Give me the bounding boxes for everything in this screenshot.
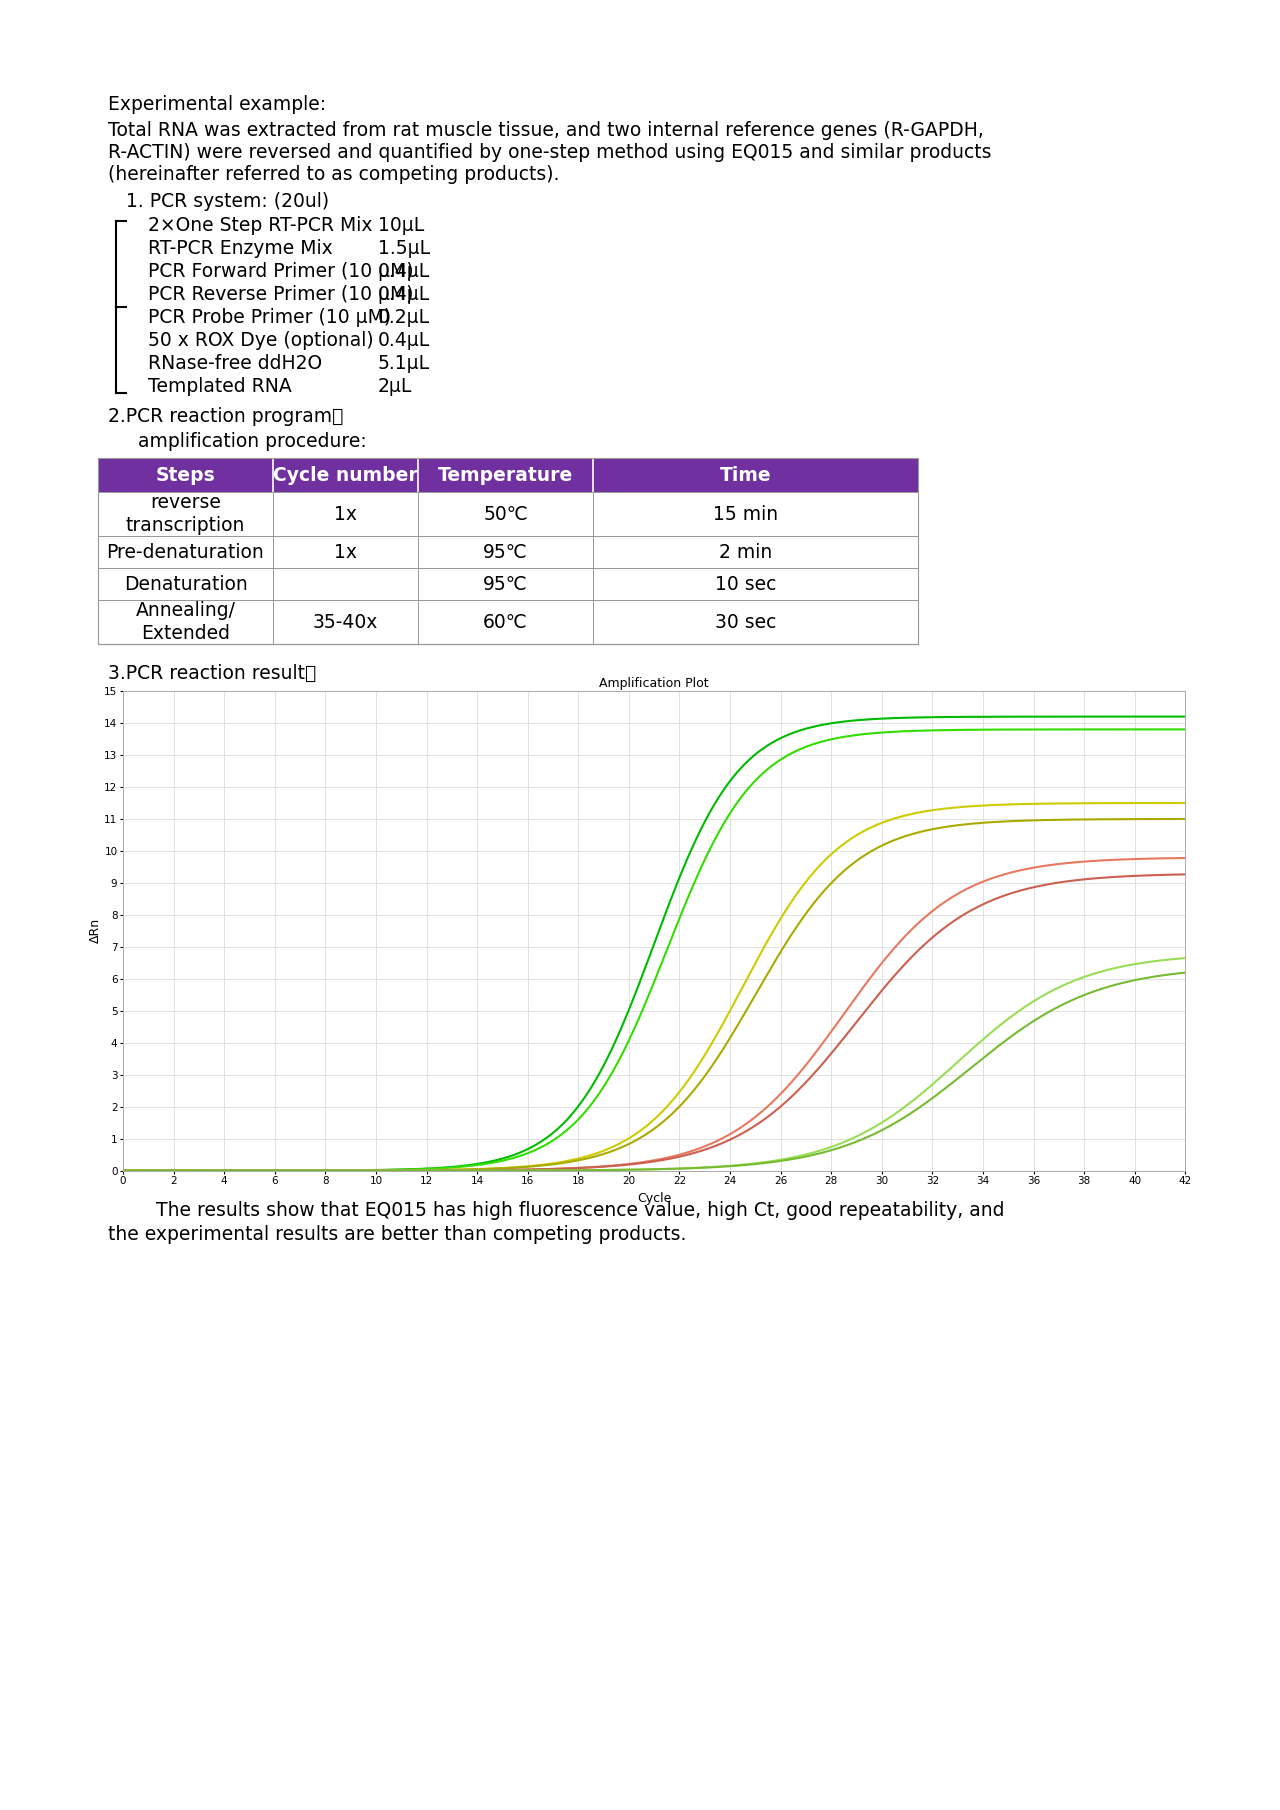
Text: RT-PCR Enzyme Mix: RT-PCR Enzyme Mix <box>148 239 333 259</box>
Text: Annealing/
Extended: Annealing/ Extended <box>136 601 236 643</box>
Bar <box>99 568 918 599</box>
Bar <box>99 458 918 492</box>
Text: 0.4μL: 0.4μL <box>378 331 430 349</box>
Text: PCR Reverse Primer (10 μM): PCR Reverse Primer (10 μM) <box>148 284 413 304</box>
Text: 15 min: 15 min <box>713 505 778 523</box>
Y-axis label: ΔRn: ΔRn <box>88 918 101 943</box>
Text: 2.PCR reaction program：: 2.PCR reaction program： <box>108 407 343 425</box>
Text: 5.1μL: 5.1μL <box>378 355 430 373</box>
Text: 3.PCR reaction result：: 3.PCR reaction result： <box>108 664 316 682</box>
Text: Cycle number: Cycle number <box>273 465 417 485</box>
Text: R-ACTIN) were reversed and quantified by one-step method using EQ015 and similar: R-ACTIN) were reversed and quantified by… <box>108 143 992 163</box>
Text: 0.4μL: 0.4μL <box>378 262 430 281</box>
Text: Templated RNA: Templated RNA <box>148 376 292 396</box>
Text: 1x: 1x <box>334 543 357 561</box>
Text: Total RNA was extracted from rat muscle tissue, and two internal reference genes: Total RNA was extracted from rat muscle … <box>108 121 984 139</box>
Text: (hereinafter referred to as competing products).: (hereinafter referred to as competing pr… <box>108 165 559 185</box>
Text: 10μL: 10μL <box>378 215 424 235</box>
Bar <box>99 599 918 644</box>
Text: 1.5μL: 1.5μL <box>378 239 430 259</box>
Text: PCR Forward Primer (10 μM): PCR Forward Primer (10 μM) <box>148 262 413 281</box>
Text: 2μL: 2μL <box>378 376 412 396</box>
Text: 2 min: 2 min <box>719 543 772 561</box>
Text: Denaturation: Denaturation <box>124 574 247 594</box>
Text: The results show that EQ015 has high fluorescence value, high Ct, good repeatabi: The results show that EQ015 has high flu… <box>108 1200 1005 1220</box>
Text: 10 sec: 10 sec <box>714 574 776 594</box>
Text: 1x: 1x <box>334 505 357 523</box>
Text: 95℃: 95℃ <box>483 574 527 594</box>
Text: PCR Probe Primer (10 μM): PCR Probe Primer (10 μM) <box>148 308 392 328</box>
Text: 2×One Step RT-PCR Mix: 2×One Step RT-PCR Mix <box>148 215 372 235</box>
Text: 0.2μL: 0.2μL <box>378 308 430 328</box>
Text: 95℃: 95℃ <box>483 543 527 561</box>
Text: Experimental example:: Experimental example: <box>108 94 326 114</box>
Text: Pre-denaturation: Pre-denaturation <box>106 543 265 561</box>
Text: 30 sec: 30 sec <box>714 612 776 632</box>
Text: 0.4μL: 0.4μL <box>378 284 430 304</box>
Text: Temperature: Temperature <box>438 465 573 485</box>
Text: RNase-free ddH2O: RNase-free ddH2O <box>148 355 323 373</box>
Text: 1. PCR system: (20ul): 1. PCR system: (20ul) <box>108 192 329 212</box>
Text: the experimental results are better than competing products.: the experimental results are better than… <box>108 1225 686 1243</box>
Text: 50℃: 50℃ <box>483 505 527 523</box>
Text: 60℃: 60℃ <box>483 612 527 632</box>
Text: amplification procedure:: amplification procedure: <box>138 433 367 451</box>
Title: Amplification Plot: Amplification Plot <box>599 677 709 690</box>
Text: Time: Time <box>719 465 772 485</box>
Text: reverse
transcription: reverse transcription <box>125 492 246 536</box>
Text: Steps: Steps <box>156 465 215 485</box>
Text: 50 x ROX Dye (optional): 50 x ROX Dye (optional) <box>148 331 374 349</box>
Text: 35-40x: 35-40x <box>312 612 378 632</box>
Bar <box>99 492 918 536</box>
X-axis label: Cycle: Cycle <box>637 1191 672 1205</box>
Bar <box>99 536 918 568</box>
